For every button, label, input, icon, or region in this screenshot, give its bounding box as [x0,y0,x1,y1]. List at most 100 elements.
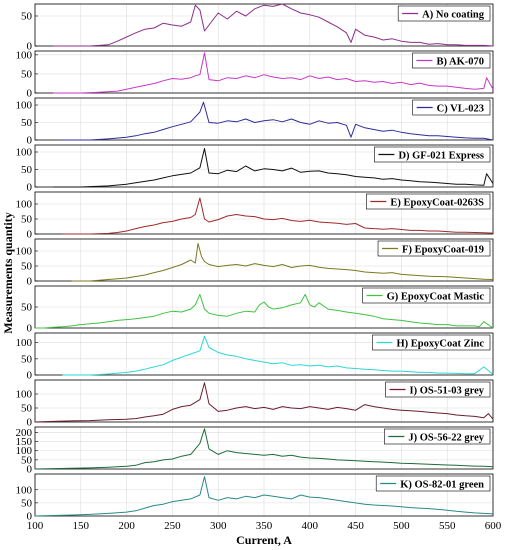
panel-6: 0 50 100 F) EpoxyCoat-019 [16,238,494,288]
x-tick-label: 500 [393,520,410,532]
series-line [71,243,494,282]
y-tick-label: 50 [21,214,33,226]
legend: G) EpoxyCoat Mastic [362,287,491,304]
legend-box [374,146,491,163]
y-tick-label: 100 [16,100,33,112]
legend-box [375,475,491,492]
panel-frame [34,238,494,282]
series-line [62,335,494,376]
legend-label: C) VL-023 [437,103,484,114]
y-tick-label: 100 [16,147,33,159]
legend-label: J) OS-56-22 grey [408,432,484,443]
legend-box [377,240,491,257]
x-tick-label: 100 [27,520,44,532]
legend-box [385,381,491,398]
x-tick-label: 400 [302,520,319,532]
y-tick-label: 0 [27,135,33,147]
y-tick-label: 0 [27,464,33,476]
x-tick-label: 250 [164,520,181,532]
y-tick-label: 100 [16,246,33,258]
y-tick-label: 100 [16,484,33,496]
series-line [53,3,494,47]
legend: C) VL-023 [412,99,491,116]
panel-9: 0 50 100 I) OS-51-03 grey [16,379,494,429]
series-line [62,101,494,141]
panel-3: 0 50 100 C) VL-023 [16,97,494,147]
panel-7: 0 50 G) EpoxyCoat Mastic [21,285,494,335]
legend-box [412,99,491,116]
panel-2: 0 50 100 B) AK-070 [16,49,494,100]
panel-frame [34,473,494,517]
legend-box [412,52,491,69]
legend-label: E) EpoxyCoat-0263S [390,197,484,208]
y-tick-label: 100 [16,445,33,457]
y-tick-label: 100 [16,49,33,61]
legend-label: G) EpoxyCoat Mastic [387,291,485,302]
x-tick-label: 600 [485,520,502,532]
y-tick-label: 50 [21,11,33,23]
legend-box [372,334,491,351]
panel-frame [34,332,494,376]
x-axis-ticks: 100 150 200 250 300 350 400 450 500 550 600 [27,520,502,532]
y-tick-label: 0 [27,229,33,241]
y-tick-label: 0 [27,88,33,100]
x-tick-label: 300 [210,520,227,532]
legend-label: A) No coating [422,9,485,20]
x-tick-label: 450 [347,520,364,532]
y-tick-label: 0 [27,41,33,53]
y-tick-label: 0 [27,370,33,382]
series-line [34,476,494,517]
legend: F) EpoxyCoat-019 [377,240,491,257]
legend: D) GF-021 Express [374,146,491,163]
legend: K) OS-82-01 green [375,475,491,492]
y-tick-label: 100 [16,199,33,211]
y-tick-label: 0 [27,511,33,523]
x-tick-label: 200 [118,520,135,532]
y-tick-label: 200 [16,427,33,439]
panel-8: 0 50 100 H) EpoxyCoat Zinc [16,332,494,382]
panel-frame [34,50,494,94]
series-line [34,428,494,470]
x-tick-label: 550 [439,520,456,532]
panel-frame [34,426,494,470]
y-tick-label: 50 [21,261,33,273]
panel-frame [34,191,494,235]
y-tick-label: 0 [27,417,33,429]
legend-box [366,193,491,210]
y-tick-label: 100 [16,389,33,401]
y-tick-label: 150 [16,436,33,448]
y-tick-label: 0 [27,182,33,194]
legend-label: F) EpoxyCoat-019 [402,244,484,255]
legend-box [397,5,491,22]
y-tick-label: 50 [21,454,33,466]
panel-1: 0 50 A) No coating [21,3,494,53]
legend: B) AK-070 [412,52,491,69]
y-tick-label: 100 [16,337,33,349]
series-line [53,148,494,188]
y-tick-label: 50 [21,302,33,314]
series-line [62,197,494,235]
y-axis-label: Measurements quantity [1,212,15,333]
panel-frame [34,144,494,188]
series-line [34,382,494,423]
legend-label: B) AK-070 [436,56,484,67]
legend: J) OS-56-22 grey [384,428,491,445]
legend-label: D) GF-021 Express [398,150,484,161]
x-axis-label: Current, A [236,533,292,547]
y-tick-label: 50 [21,353,33,365]
legend-label: H) EpoxyCoat Zinc [396,338,484,349]
y-tick-label: 50 [21,68,33,80]
panel-5: 0 50 100 E) EpoxyCoat-0263S [16,191,494,241]
y-tick-label: 50 [21,403,33,415]
y-tick-label: 0 [27,323,33,335]
legend-box [384,428,491,445]
panel-frame [34,3,494,47]
y-tick-label: 50 [21,164,33,176]
panel-4: 0 50 100 D) GF-021 Express [16,144,494,194]
legend-label: K) OS-82-01 green [400,479,484,490]
y-tick-label: 0 [27,276,33,288]
